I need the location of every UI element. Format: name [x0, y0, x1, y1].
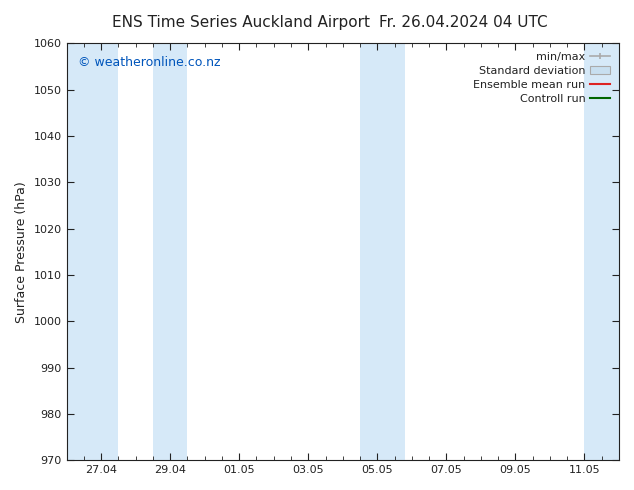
Text: © weatheronline.co.nz: © weatheronline.co.nz: [77, 56, 220, 69]
Bar: [67, 44, 119, 460]
Y-axis label: Surface Pressure (hPa): Surface Pressure (hPa): [15, 181, 28, 323]
Bar: [153, 44, 188, 460]
Bar: [360, 44, 387, 460]
Bar: [387, 44, 405, 460]
Legend: min/max, Standard deviation, Ensemble mean run, Controll run: min/max, Standard deviation, Ensemble me…: [470, 49, 614, 107]
Text: Fr. 26.04.2024 04 UTC: Fr. 26.04.2024 04 UTC: [378, 15, 547, 30]
Bar: [585, 44, 619, 460]
Text: ENS Time Series Auckland Airport: ENS Time Series Auckland Airport: [112, 15, 370, 30]
